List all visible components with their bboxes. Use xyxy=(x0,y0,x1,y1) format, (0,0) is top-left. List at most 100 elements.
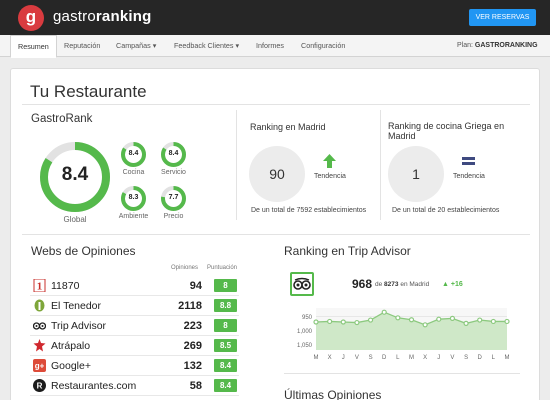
list-item[interactable]: R Restaurantes.com 58 8.4 xyxy=(30,376,239,396)
x-tick-label: S xyxy=(369,355,373,361)
trend-up-icon xyxy=(323,154,336,168)
score-badge: 8 xyxy=(214,319,237,332)
page-title: Tu Restaurante xyxy=(30,82,147,101)
googleplus-icon: g+ xyxy=(33,359,46,372)
gauge-cocina xyxy=(121,142,146,167)
ranking-cocina-position: 1 xyxy=(388,146,444,202)
data-point[interactable] xyxy=(490,318,496,325)
svg-text:1: 1 xyxy=(37,281,43,293)
chevron-down-icon: ▾ xyxy=(235,41,240,50)
trend-equal-icon xyxy=(462,162,475,165)
x-tick-label: J xyxy=(342,355,345,361)
col-puntuacion: Puntuación xyxy=(207,265,238,271)
eltenedor-icon xyxy=(34,299,45,312)
data-point[interactable] xyxy=(340,319,346,325)
data-point[interactable] xyxy=(449,315,456,321)
11870-icon: 1 xyxy=(33,279,46,292)
tab-label: Reputación xyxy=(64,41,101,50)
total-value: 8273 xyxy=(384,281,399,288)
data-point[interactable] xyxy=(422,322,428,328)
tab-label: Resumen xyxy=(18,42,49,51)
data-point[interactable] xyxy=(504,318,510,325)
data-point[interactable] xyxy=(313,319,319,325)
web-count: 132 xyxy=(183,360,202,372)
web-count: 58 xyxy=(189,380,202,392)
divider xyxy=(236,110,237,220)
restaurantes-icon: R xyxy=(33,379,46,392)
data-point[interactable] xyxy=(477,317,483,323)
gauge-fill xyxy=(161,186,186,211)
chevron-down-icon: ▾ xyxy=(152,41,157,50)
tripadvisor-logo-icon xyxy=(290,272,314,296)
tab-configuracion[interactable]: Configuración xyxy=(301,35,345,57)
x-tick-label: S xyxy=(464,355,468,361)
data-point[interactable] xyxy=(395,315,401,321)
atrapalo-icon xyxy=(33,339,46,352)
list-item[interactable]: El Tenedor 2118 8.8 xyxy=(30,296,239,316)
web-name: Google+ xyxy=(51,360,91,372)
y-tick-label: 950 xyxy=(302,315,313,321)
tripadvisor-delta: ▲ +16 xyxy=(442,281,463,288)
brand-name[interactable]: gastroranking xyxy=(53,9,151,25)
tab-label: Campañas xyxy=(116,41,151,50)
gauge-value: 8.4 xyxy=(168,150,179,157)
data-point[interactable] xyxy=(381,309,387,315)
web-count: 2118 xyxy=(178,300,202,312)
score-badge: 8.5 xyxy=(214,339,237,352)
gauge-label: Precio xyxy=(163,213,184,220)
web-name: Trip Advisor xyxy=(51,320,107,332)
list-item[interactable]: g+ Google+ 132 8.4 xyxy=(30,356,239,376)
x-tick-label: L xyxy=(396,355,400,361)
tab-feedback-clientes[interactable]: Feedback Clientes ▾ xyxy=(174,35,239,57)
tab-reputacion[interactable]: Reputación xyxy=(64,35,100,57)
score-badge: 8.8 xyxy=(214,299,237,312)
tripadvisor-icon xyxy=(33,322,46,330)
gauge-label: Cocina xyxy=(122,169,145,176)
x-tick-label: X xyxy=(328,355,332,361)
gauge-ambiente xyxy=(121,186,146,211)
brand-light: gastro xyxy=(53,8,96,25)
arrow-up-icon: ▲ xyxy=(442,281,449,288)
global-gauge-value: 8.4 xyxy=(61,164,89,185)
data-point[interactable] xyxy=(463,320,469,326)
x-tick-label: D xyxy=(382,355,387,361)
col-opiniones: Opiniones xyxy=(171,265,199,271)
data-point[interactable] xyxy=(408,317,415,323)
gauge-fill xyxy=(121,186,146,211)
tab-resumen[interactable]: Resumen xyxy=(10,35,57,58)
list-item[interactable]: 1 11870 94 8 xyxy=(30,276,239,296)
city-text: en Madrid xyxy=(400,281,430,288)
trend-equal-icon xyxy=(462,157,475,160)
tab-campanas[interactable]: Campañas ▾ xyxy=(116,35,156,57)
gauge-fill xyxy=(121,142,146,167)
list-item[interactable]: Atrápalo 269 8.5 xyxy=(30,336,239,356)
webs-title: Webs de Opiniones xyxy=(31,244,136,258)
data-point[interactable] xyxy=(436,316,442,322)
x-tick-label: V xyxy=(355,355,359,361)
gauge-precio xyxy=(161,186,186,211)
x-tick-label: M xyxy=(505,355,510,361)
ranking-madrid-total: De un total de 7592 establecimientos xyxy=(251,207,367,214)
ranking-madrid-title: Ranking en Madrid xyxy=(250,122,326,132)
divider xyxy=(22,234,530,235)
global-gauge-fill xyxy=(40,142,110,212)
gauge-fill xyxy=(161,142,186,167)
tripadvisor-rank: 968 xyxy=(352,277,373,291)
x-tick-label: V xyxy=(450,355,454,361)
ver-reservas-button[interactable]: VER RESERVAS xyxy=(469,9,536,26)
data-point[interactable] xyxy=(354,319,360,326)
gauge-servicio xyxy=(161,142,186,167)
svg-text:R: R xyxy=(37,382,43,391)
ranking-madrid-position: 90 xyxy=(249,146,305,202)
x-tick-label: J xyxy=(437,355,440,361)
of-text: de xyxy=(375,281,383,288)
data-point[interactable] xyxy=(327,318,333,325)
plan-label: Plan: xyxy=(457,42,473,49)
logo-icon[interactable]: g xyxy=(18,5,44,31)
web-count: 94 xyxy=(189,280,202,292)
list-item[interactable]: Trip Advisor 223 8 xyxy=(30,316,239,336)
data-point[interactable] xyxy=(367,317,374,323)
gastrorank-title: GastroRank xyxy=(31,113,93,125)
tab-informes[interactable]: Informes xyxy=(256,35,284,57)
